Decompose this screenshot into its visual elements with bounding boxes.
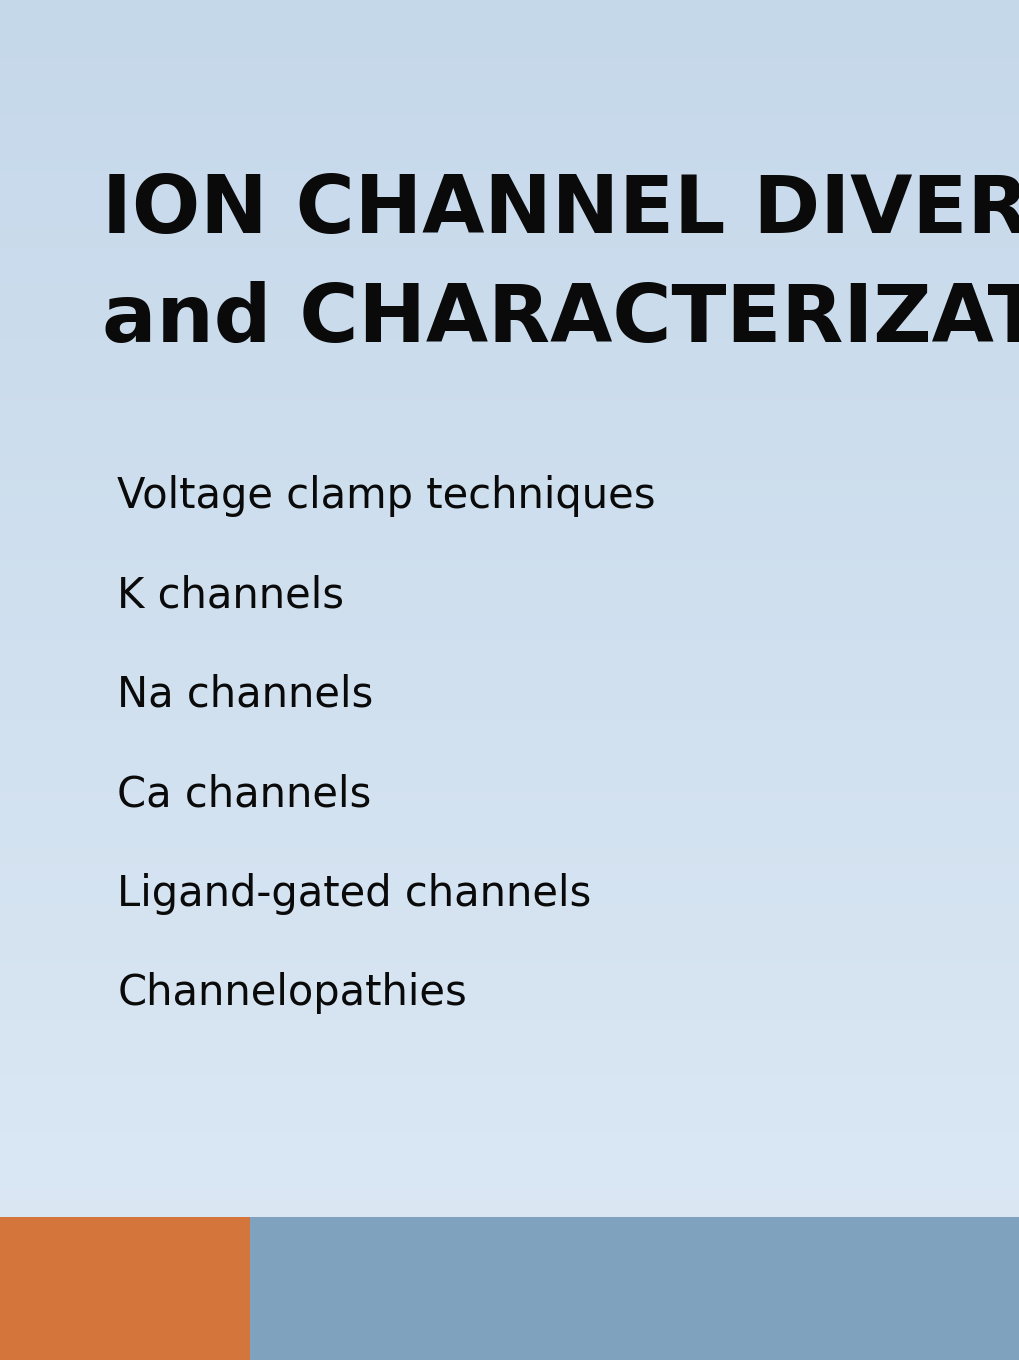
- Text: and CHARACTERIZATION: and CHARACTERIZATION: [102, 280, 1019, 359]
- Text: Na channels: Na channels: [117, 675, 373, 715]
- Text: Channelopathies: Channelopathies: [117, 972, 467, 1013]
- Text: Ca channels: Ca channels: [117, 774, 371, 815]
- Text: Voltage clamp techniques: Voltage clamp techniques: [117, 476, 655, 517]
- Text: K channels: K channels: [117, 575, 344, 616]
- Bar: [250, 1217, 1019, 1360]
- Text: ION CHANNEL DIVERSITY: ION CHANNEL DIVERSITY: [102, 171, 1019, 250]
- Bar: [0, 1217, 250, 1360]
- Text: Ligand-gated channels: Ligand-gated channels: [117, 873, 591, 914]
